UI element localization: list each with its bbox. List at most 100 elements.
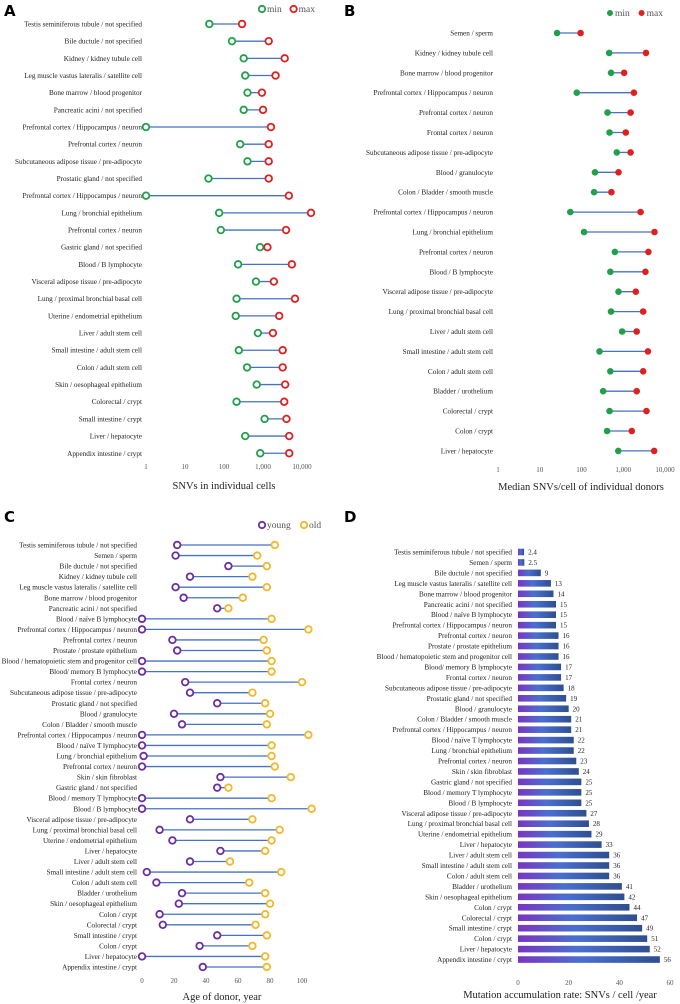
young-point	[185, 815, 195, 824]
max-point	[643, 407, 650, 415]
max-point	[622, 129, 630, 136]
min-point	[256, 449, 265, 458]
young-point	[137, 762, 147, 771]
old-point	[270, 540, 279, 550]
min-point	[242, 363, 252, 372]
old-point	[225, 857, 235, 866]
young-point	[212, 604, 222, 613]
max-point	[650, 447, 658, 455]
max-point	[577, 29, 584, 37]
bar-value-label: 17	[565, 674, 573, 682]
old-point	[224, 783, 233, 792]
bar-value-label: 23	[580, 758, 588, 766]
max-point	[287, 260, 297, 269]
bar	[518, 548, 525, 556]
min-point	[235, 139, 245, 149]
young-point	[171, 551, 180, 560]
max-point	[642, 268, 649, 276]
category-label: Prostate / prostate epithelium	[428, 643, 512, 651]
bar-value-label: 15	[560, 601, 568, 609]
category-label: Appendix intestine / crypt	[62, 964, 137, 972]
max-point	[628, 427, 636, 435]
bar	[518, 872, 610, 880]
category-label: Prefrontal cortex / neuron	[438, 632, 512, 640]
category-label: Prostate / prostate epithelium	[53, 647, 137, 655]
bar-value-label: 9	[545, 569, 549, 577]
young-point	[137, 614, 147, 624]
max-point	[627, 149, 634, 156]
legend: min max	[257, 4, 315, 15]
max-point	[278, 363, 287, 372]
old-point	[262, 720, 271, 729]
category-label: Bile ductule / not specified	[435, 569, 513, 577]
old-point	[307, 804, 316, 813]
bar-value-label: 36	[613, 872, 621, 880]
max-point	[639, 368, 647, 375]
x-tick-label: 1	[496, 466, 500, 474]
category-label: Uterine / endometrial epithelium	[43, 837, 137, 845]
category-label: Skin / oesophageal epithelium	[50, 900, 137, 908]
young-point	[216, 772, 225, 782]
min-point	[596, 348, 603, 355]
old-point	[251, 920, 260, 929]
min-point	[241, 71, 250, 80]
min-point	[607, 69, 615, 77]
bar	[518, 580, 551, 587]
bar	[518, 851, 610, 859]
category-label: Colon / crypt	[474, 935, 512, 943]
bar	[518, 611, 556, 618]
bar	[518, 935, 648, 942]
bar	[518, 653, 559, 660]
young-point	[171, 583, 180, 592]
young-point	[137, 730, 147, 740]
category-label: Kidney / kidney tubule cell	[415, 49, 493, 57]
min-point	[205, 19, 214, 29]
old-point	[244, 878, 254, 887]
bar	[518, 569, 541, 577]
max-point	[633, 387, 641, 395]
legend-label-max: max	[647, 9, 664, 19]
category-label: Colon / Bladder / smooth muscle	[417, 716, 512, 724]
bar-value-label: 14	[557, 590, 565, 598]
category-label: Liver / adult stem cell	[449, 852, 512, 860]
category-label: Liver / adult stem cell	[74, 858, 137, 866]
category-label: Small intestine / adult stem cell	[422, 862, 512, 870]
category-label: Visceral adipose tissue / pre-adipocyte	[382, 288, 493, 296]
bar	[518, 726, 572, 733]
x-tick-label: 100	[576, 466, 587, 474]
category-label: Colon / crypt	[99, 911, 137, 919]
bar-value-label: 21	[575, 716, 583, 724]
bar	[518, 632, 559, 639]
category-label: Kidney / kidney tubule cell	[59, 573, 137, 581]
category-label: Visceral adipose tissue / pre-adipocyte	[401, 810, 512, 818]
bar-value-label: 20	[573, 705, 581, 713]
bar-value-label: 2.4	[528, 549, 537, 557]
young-point	[168, 836, 177, 845]
young-point	[212, 931, 222, 940]
bar	[518, 600, 556, 608]
bar	[518, 789, 582, 796]
category-label: Pancreatic acini / not specified	[424, 601, 513, 609]
category-label: Prefrontal cortex / Hippocampus / neuron	[373, 209, 493, 217]
category-label: Liver / hepatocyte	[460, 841, 512, 849]
max-point	[285, 431, 294, 441]
category-label: Colon / crypt	[455, 428, 493, 436]
max-point	[257, 88, 267, 97]
category-label: Bile ductule / not specified	[65, 38, 143, 46]
category-label: Prefrontal cortex / Hippocampus / neuron	[17, 626, 137, 634]
min-point	[604, 109, 611, 116]
min-point	[214, 208, 224, 218]
category-label: Visceral adipose tissue / pre-adipocyte	[26, 816, 137, 824]
category-label: Lung / bronchial epithelium	[413, 229, 494, 237]
bar-value-label: 16	[563, 632, 571, 640]
category-label: Lung / bronchial epithelium	[57, 753, 138, 761]
category-label: Prefrontal cortex / Hippocampus / neuron	[392, 726, 512, 734]
max-point	[637, 208, 644, 216]
min-point	[239, 105, 248, 115]
category-label: Semen / sperm	[94, 552, 137, 560]
category-label: Blood/ memory B lymphocyte	[424, 663, 512, 671]
bar	[518, 904, 630, 911]
bar	[518, 695, 567, 702]
category-label: Leg muscle vastus lateralis / satellite …	[394, 580, 512, 588]
min-point	[618, 328, 626, 335]
